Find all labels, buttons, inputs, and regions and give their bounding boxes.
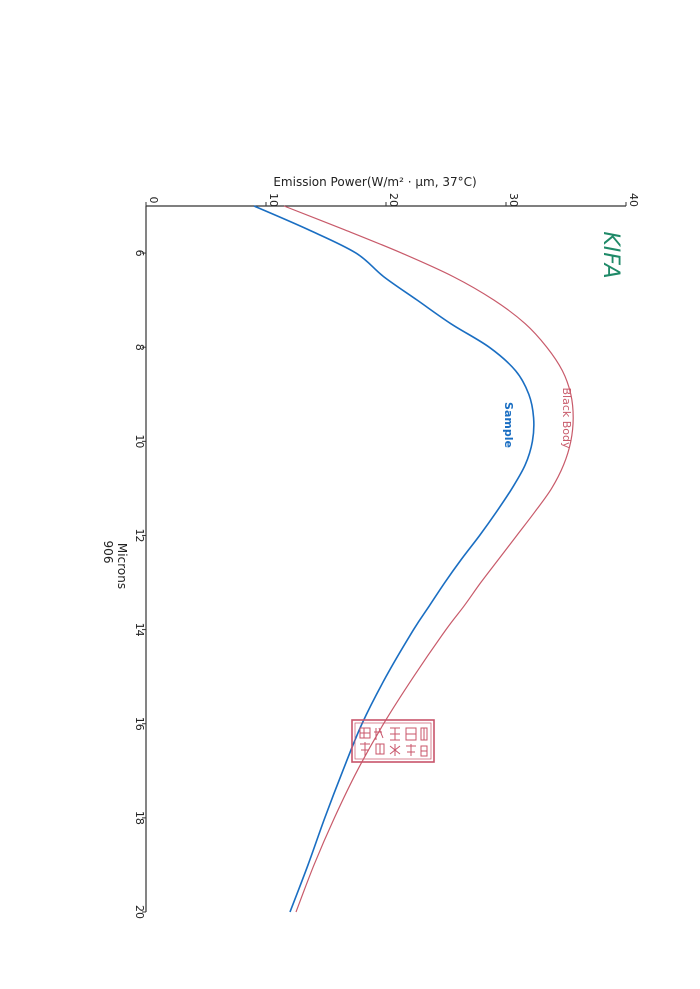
micron-tick-label: 10	[133, 434, 146, 448]
micron-tick-label: 18	[133, 811, 146, 825]
micron-tick-label: 6	[133, 250, 146, 257]
series-label-black-body: Black Body	[560, 387, 573, 449]
micron-tick-label: 14	[133, 623, 146, 637]
value-tick-label: 10	[267, 193, 280, 207]
micron-tick-label: 20	[133, 905, 146, 919]
y-axis-title: Emission Power(W/m² · μm, 37°C)	[273, 175, 476, 189]
x-axis-subtitle: 906	[101, 541, 115, 564]
micron-tick-label: 12	[133, 528, 146, 542]
value-tick-label: 0	[147, 197, 160, 204]
seal-stamp	[351, 719, 435, 763]
chart-axes: 0 10 20 30 40 6 8 10 12 14 16 18 20	[133, 193, 640, 919]
series-line-sample	[253, 205, 535, 913]
x-axis-title: Microns	[115, 543, 129, 589]
series-label-sample: Sample	[502, 402, 515, 448]
series-layer	[253, 205, 574, 913]
micron-tick-label: 8	[133, 344, 146, 351]
value-tick-label: 20	[387, 193, 400, 207]
series-line-black-body	[283, 205, 574, 913]
kifa-logo: KIFA	[598, 231, 623, 278]
value-tick-label: 30	[507, 193, 520, 207]
micron-tick-label: 16	[133, 717, 146, 731]
value-tick-label: 40	[627, 193, 640, 207]
